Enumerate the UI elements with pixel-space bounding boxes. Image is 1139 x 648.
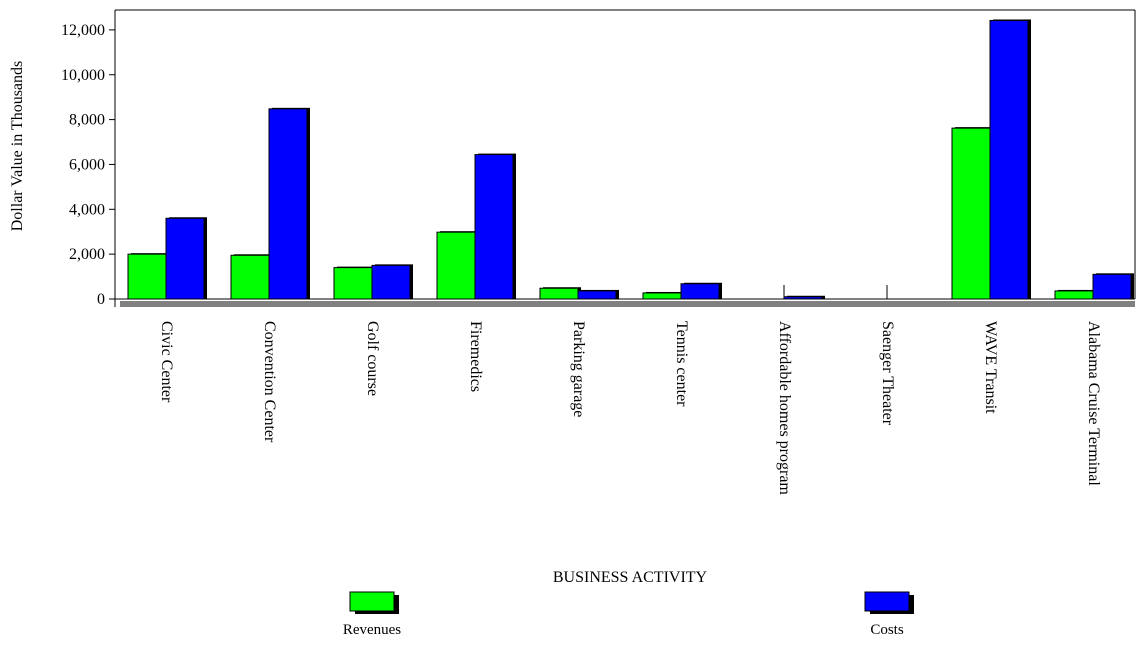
bar-costs-6 (783, 296, 823, 300)
legend: Revenues Costs (343, 591, 914, 638)
x-axis: Civic Center Convention Center Golf course… (158, 285, 1102, 495)
legend-label-costs: Costs (870, 622, 904, 638)
y-tick-label: 0 (97, 291, 105, 308)
legend-swatch-costs (864, 591, 910, 612)
bar-revenues-1 (230, 254, 270, 300)
bar-costs-3 (474, 154, 514, 300)
x-axis-title: BUSINESS ACTIVITY (553, 569, 708, 586)
bar-revenues-3 (436, 231, 476, 300)
y-tick-label: 8,000 (69, 112, 105, 129)
legend-swatch-revenues (349, 591, 395, 612)
y-axis-title: Dollar Value in Thousands (9, 61, 26, 232)
y-tick-label: 12,000 (61, 22, 105, 39)
y-tick-label: 6,000 (69, 156, 105, 173)
bar-revenues-5 (642, 292, 682, 300)
y-axis: 0 2,000 4,000 6,000 8,000 10,000 12,000 (61, 22, 115, 308)
x-category-label: Firemedics (467, 321, 484, 392)
bar-costs-9 (1092, 273, 1132, 300)
x-category-label: WAVE Transit (982, 321, 999, 414)
x-category-label: Parking garage (570, 321, 587, 417)
x-category-label: Tennis center (673, 321, 690, 407)
bar-costs-0 (165, 217, 205, 300)
y-tick-label: 4,000 (69, 201, 105, 218)
x-category-label: Golf course (364, 321, 381, 396)
bar-costs-1 (268, 108, 308, 300)
bar-revenues-2 (333, 267, 373, 300)
y-tick-label: 2,000 (69, 246, 105, 263)
legend-label-revenues: Revenues (343, 622, 401, 638)
y-tick-label: 10,000 (61, 67, 105, 84)
bar-revenues-0 (127, 253, 167, 300)
x-category-label: Saenger Theater (879, 321, 896, 426)
bar-revenues-4 (539, 287, 579, 300)
x-category-label: Civic Center (158, 321, 175, 403)
x-category-label: Convention Center (261, 321, 278, 443)
bar-costs-5 (680, 283, 720, 300)
bar-revenues-9 (1054, 290, 1094, 300)
x-category-label: Affordable homes program (776, 321, 793, 495)
bar-revenues-8 (951, 127, 991, 300)
x-axis-floor (120, 301, 1135, 307)
bar-costs-2 (371, 264, 411, 300)
bar-costs-8 (989, 19, 1029, 300)
x-category-label: Alabama Cruise Terminal (1085, 321, 1102, 486)
bar-costs-4 (577, 290, 617, 300)
bars-group (127, 19, 1134, 300)
